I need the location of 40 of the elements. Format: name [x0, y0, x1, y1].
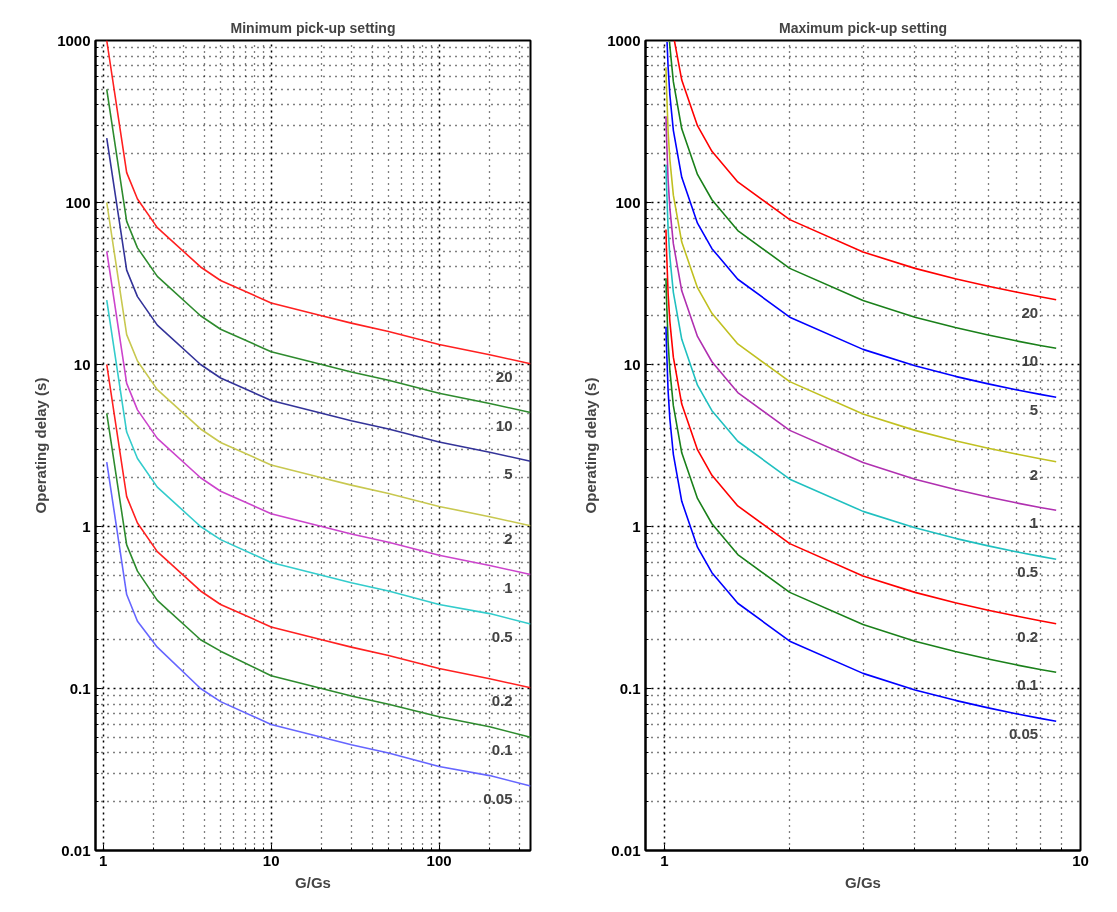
x-axis-title: G/Gs: [295, 873, 331, 891]
x-tick-label: 100: [426, 851, 452, 869]
series-label: 0.05: [483, 790, 513, 808]
y-tick-label: 1: [82, 517, 91, 535]
y-tick-label: 10: [73, 355, 91, 373]
series-label: 2: [1029, 465, 1039, 483]
y-tick-label: 1000: [57, 31, 91, 49]
y-axis-title: Operating delay (s): [582, 377, 600, 514]
chart-title: Minimum pick-up setting: [230, 19, 396, 36]
series-label: 5: [504, 465, 513, 483]
chart-title: Maximum pick-up setting: [778, 19, 948, 36]
y-tick-label: 0.1: [619, 679, 641, 697]
series-label: 0.1: [1017, 676, 1039, 694]
y-tick-label: 1: [632, 517, 641, 535]
series-label: 5: [1029, 401, 1039, 419]
x-axis-title: G/Gs: [845, 873, 881, 891]
series-label: 0.1: [491, 741, 513, 759]
y-tick-label: 100: [615, 193, 641, 211]
x-tick-label: 1: [99, 851, 108, 869]
x-tick-label: 10: [1072, 851, 1089, 869]
series-label: 1: [504, 578, 513, 596]
y-tick-label: 10: [623, 355, 641, 373]
y-tick-label: 0.01: [61, 841, 91, 859]
series-label: 0.5: [1017, 563, 1039, 581]
series-label: 0.05: [1008, 725, 1039, 743]
series-label: 0.2: [1017, 627, 1039, 645]
y-tick-label: 100: [65, 193, 91, 211]
series-label: 2: [504, 529, 513, 547]
y-axis-title: Operating delay (s): [32, 377, 50, 514]
y-tick-label: 1000: [607, 31, 641, 49]
series-label: 10: [1021, 352, 1039, 370]
series-label: 0.2: [491, 691, 513, 709]
y-tick-label: 0.1: [69, 679, 91, 697]
series-label: 20: [1021, 303, 1039, 321]
series-label: 10: [495, 416, 513, 434]
series-label: 20: [495, 367, 513, 385]
x-tick-label: 10: [262, 851, 280, 869]
series-label: 0.5: [491, 628, 513, 646]
x-tick-label: 1: [660, 851, 669, 869]
y-tick-label: 0.01: [611, 841, 641, 859]
